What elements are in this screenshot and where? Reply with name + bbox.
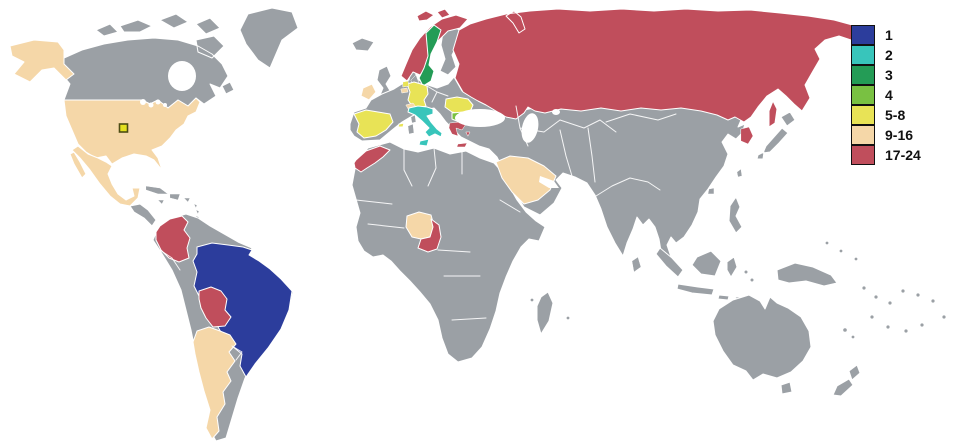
legend-swatch [851,45,875,65]
legend-label: 4 [885,87,893,103]
legend-swatch [851,25,875,45]
country-bolivia [198,286,232,328]
legend-row: 1 [851,25,921,45]
country-mexico [69,145,141,207]
legend-label: 17-24 [885,147,921,163]
country-australia [712,294,812,395]
legend-label: 9-16 [885,127,914,143]
legend-label: 3 [885,67,893,83]
black-sea [455,109,505,127]
country-sardinia-corsica [407,114,417,135]
country-borders [159,85,677,361]
country-sweden [418,24,442,87]
country-japan [756,111,796,160]
legend-row: 3 [851,65,921,85]
country-greenland [239,7,299,69]
legend-swatch [851,85,875,105]
country-cameroon [417,218,442,253]
caspian-sea [521,113,539,143]
legend-row: 17-24 [851,145,921,165]
country-belgium [400,87,409,94]
legend-swatch [851,65,875,85]
country-africa-other [351,141,546,363]
country-madagascar [536,291,554,335]
legend-swatch [851,125,875,145]
country-new-zealand [832,364,861,397]
country-sri-lanka [631,256,642,273]
country-argentina [192,326,237,440]
aral-sea [552,109,560,115]
legend-swatch [851,145,875,165]
country-south-korea [740,126,754,145]
persian-gulf [539,176,559,188]
country-se-asia-islands [655,196,743,302]
country-canada [59,13,235,109]
country-spain [353,109,405,139]
legend-row: 5-8 [851,105,921,125]
country-germany [406,81,429,109]
country-ireland [360,83,377,101]
legend-label: 1 [885,27,893,43]
country-taiwan-hainan [707,168,743,195]
country-colombia [155,215,191,263]
country-russia [452,8,862,128]
seas [140,61,560,188]
country-morocco [353,145,391,173]
country-greece [448,121,471,148]
country-nigeria [405,211,435,240]
country-iceland [351,37,375,52]
legend-row: 9-16 [851,125,921,145]
country-new-guinea [776,262,838,287]
country-brazil [192,242,293,378]
legend-row: 2 [851,45,921,65]
pacific-islands-dots [530,241,946,339]
legend-row: 4 [851,85,921,105]
country-caribbean-islands [145,185,200,221]
legend-label: 5-8 [885,107,906,123]
country-italy [407,105,443,147]
legend-swatch [851,105,875,125]
host-marker [118,123,129,133]
country-saudi-arabia [495,155,557,205]
country-central-america [129,203,157,227]
country-netherlands [402,80,410,88]
legend-label: 2 [885,47,893,63]
legend: 1 2 3 4 5-8 9-16 17-24 [851,25,921,165]
